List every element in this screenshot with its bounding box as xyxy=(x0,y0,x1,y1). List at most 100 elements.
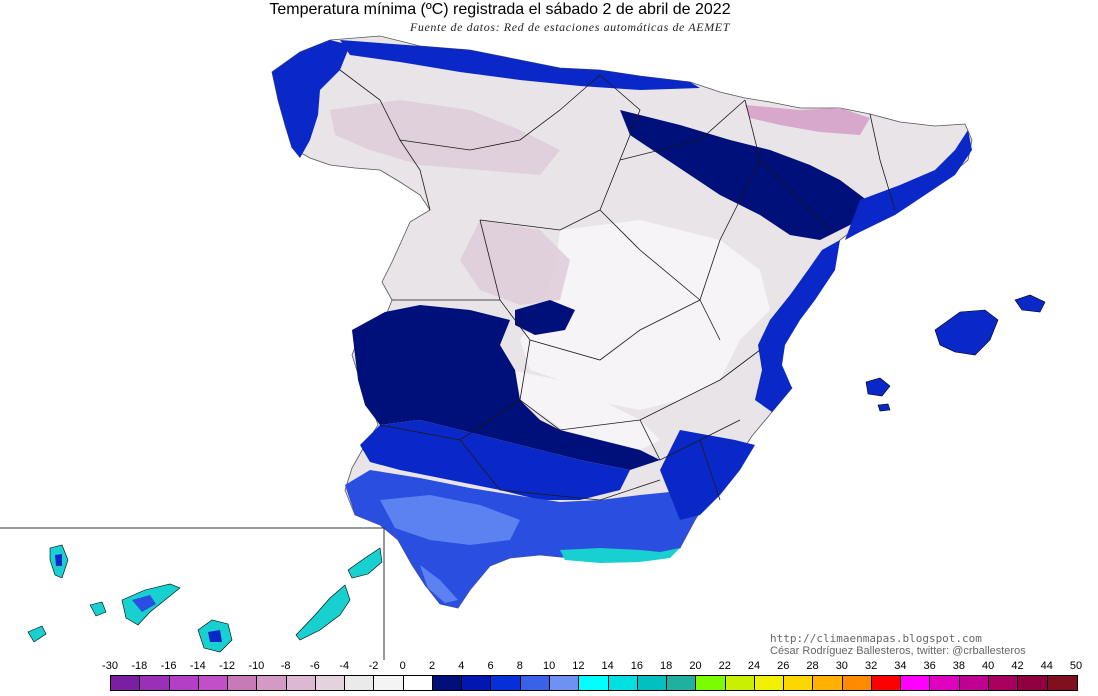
el-hierro xyxy=(27,625,47,643)
legend-swatch xyxy=(608,676,638,690)
lanzarote xyxy=(347,547,383,579)
legend-label: 18 xyxy=(660,660,673,672)
legend-swatch xyxy=(667,676,697,690)
valencia-coast-warm xyxy=(755,240,840,412)
legend-swatch xyxy=(871,676,902,690)
legend-swatch xyxy=(1018,676,1048,690)
legend-label: 34 xyxy=(894,660,907,672)
legend-label: 4 xyxy=(458,660,465,672)
la-gomera xyxy=(89,601,107,617)
legend-label: -30 xyxy=(102,660,118,672)
ebro-valley-warm xyxy=(620,110,880,240)
tenerife-core xyxy=(132,595,156,612)
menorca xyxy=(1014,294,1046,313)
legend-swatch xyxy=(901,676,931,690)
legend-swatch xyxy=(988,676,1019,690)
legend-swatch xyxy=(403,676,433,690)
cantabrian-coast-warm xyxy=(340,40,700,90)
legend-label: 30 xyxy=(835,660,848,672)
legend-label: 14 xyxy=(601,660,614,672)
region-borders xyxy=(339,69,896,501)
south-plateau-frost xyxy=(510,370,660,455)
legend-swatch xyxy=(1047,676,1077,690)
legend-label: 8 xyxy=(516,660,523,672)
legend-swatch xyxy=(228,676,258,690)
legend-label: -6 xyxy=(310,660,320,672)
formentera xyxy=(877,403,891,412)
legend-label: -10 xyxy=(248,660,265,672)
cantabrian-hills xyxy=(330,100,560,175)
gran-canaria-core xyxy=(208,630,222,642)
blog-url[interactable]: http://climaenmapas.blogspot.com xyxy=(770,632,982,645)
legend-label: -4 xyxy=(339,660,350,672)
legend-swatch xyxy=(491,676,521,690)
legend-label: 26 xyxy=(777,660,790,672)
legend-swatch xyxy=(696,676,726,690)
legend-label: 24 xyxy=(747,660,761,672)
legend-label: 50 xyxy=(1069,660,1083,672)
legend-label: 10 xyxy=(542,660,556,672)
huelva-coast-light xyxy=(420,565,458,603)
guadiana-warm xyxy=(360,420,630,500)
map-title: Temperatura mínima (ºC) registrada el sá… xyxy=(269,1,731,18)
legend-label: -16 xyxy=(160,660,177,672)
galicia-warm-zone xyxy=(272,40,350,158)
legend-swatch xyxy=(959,676,989,690)
pyrenees-peaks xyxy=(745,105,870,135)
tajo-basin-warm xyxy=(515,300,575,335)
legend-swatch xyxy=(286,676,316,690)
legend-swatch xyxy=(432,676,463,690)
legend-swatch xyxy=(725,676,755,690)
legend-label: 40 xyxy=(982,660,995,672)
legend-swatch xyxy=(169,676,199,690)
legend-label: -8 xyxy=(280,660,291,672)
legend-swatch xyxy=(257,676,287,690)
legend-label: 20 xyxy=(689,660,702,672)
catalonia-coast-warm xyxy=(845,130,972,240)
legend-label: -14 xyxy=(189,660,206,672)
legend-swatch xyxy=(579,676,609,690)
fuerteventura xyxy=(295,584,351,641)
murcia-warm xyxy=(660,430,755,520)
legend-swatch xyxy=(140,676,170,690)
legend-label: -18 xyxy=(131,660,148,672)
legend-color-bar xyxy=(110,675,1078,691)
legend-label: 44 xyxy=(1040,660,1053,672)
legend-label: 16 xyxy=(630,660,644,672)
legend-label: 38 xyxy=(952,660,966,672)
canary-inset xyxy=(0,527,385,660)
legend-label: 2 xyxy=(428,660,436,672)
data-source-subtitle: Fuente de datos: Red de estaciones autom… xyxy=(409,20,731,34)
legend-label: -2 xyxy=(368,660,379,672)
guadalquivir-warm xyxy=(380,495,520,545)
legend-swatch xyxy=(842,676,872,690)
legend-swatch xyxy=(111,676,141,690)
legend-swatch xyxy=(345,676,375,690)
la-palma-core xyxy=(55,554,62,566)
author-credit: César Rodríguez Ballesteros, twitter: @c… xyxy=(770,645,1026,657)
legend-swatch xyxy=(198,676,229,690)
legend-swatch xyxy=(549,676,580,690)
legend-label: -12 xyxy=(219,660,236,672)
legend-swatch xyxy=(520,676,550,690)
legend-swatch xyxy=(374,676,404,690)
legend-label: 22 xyxy=(718,660,731,672)
legend-label: 28 xyxy=(806,660,819,672)
legend-swatch xyxy=(462,676,492,690)
extremadura-warm xyxy=(352,305,660,470)
legend-swatch xyxy=(930,676,960,690)
legend-label: 0 xyxy=(399,660,406,672)
mediterranean-coast-cyan xyxy=(560,548,680,563)
legend-swatch xyxy=(754,676,785,690)
legend-labels: -30 -18 -16 -14 -12 -10 -8 -6 -4 -2 0 2 4 6 8 10 12 14 16 1… xyxy=(0,660,1098,674)
legend-label: 32 xyxy=(864,660,878,672)
legend-label: 36 xyxy=(923,660,936,672)
legend-swatch xyxy=(315,676,346,690)
legend-swatch xyxy=(813,676,843,690)
legend-label: 6 xyxy=(487,660,494,672)
ibiza xyxy=(865,377,891,397)
mallorca xyxy=(934,309,999,356)
legend-swatch xyxy=(784,676,814,690)
legend-swatch xyxy=(637,676,668,690)
